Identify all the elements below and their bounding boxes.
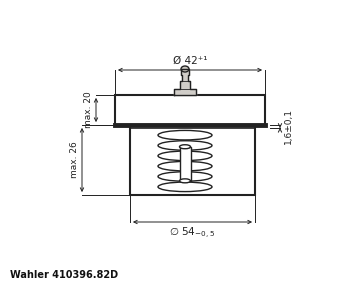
Ellipse shape <box>180 145 190 149</box>
Ellipse shape <box>180 179 190 183</box>
Text: Wahler 410396.82D: Wahler 410396.82D <box>10 270 118 280</box>
Bar <box>180 147 190 181</box>
Text: 1,6±0,1: 1,6±0,1 <box>284 109 293 145</box>
Bar <box>115 95 265 125</box>
Ellipse shape <box>181 66 189 72</box>
Text: max. 20: max. 20 <box>84 92 93 128</box>
Text: $\varnothing$ 54$_{-0,5}$: $\varnothing$ 54$_{-0,5}$ <box>169 226 216 241</box>
Bar <box>130 125 255 195</box>
Text: max. 26: max. 26 <box>70 142 79 178</box>
Polygon shape <box>174 69 196 95</box>
Text: Ø 42⁺¹: Ø 42⁺¹ <box>173 56 207 66</box>
